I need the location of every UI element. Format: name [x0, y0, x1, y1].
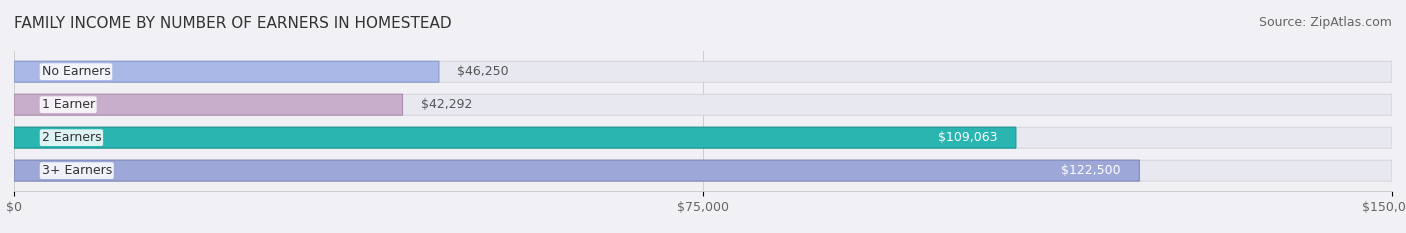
FancyBboxPatch shape: [14, 61, 439, 82]
FancyBboxPatch shape: [14, 127, 1017, 148]
Text: 1 Earner: 1 Earner: [42, 98, 94, 111]
Text: $42,292: $42,292: [420, 98, 472, 111]
Text: FAMILY INCOME BY NUMBER OF EARNERS IN HOMESTEAD: FAMILY INCOME BY NUMBER OF EARNERS IN HO…: [14, 16, 451, 31]
Text: $122,500: $122,500: [1062, 164, 1121, 177]
Text: Source: ZipAtlas.com: Source: ZipAtlas.com: [1258, 16, 1392, 29]
Text: $46,250: $46,250: [457, 65, 509, 78]
FancyBboxPatch shape: [14, 94, 1392, 115]
FancyBboxPatch shape: [14, 94, 402, 115]
FancyBboxPatch shape: [14, 160, 1392, 181]
FancyBboxPatch shape: [14, 127, 1392, 148]
FancyBboxPatch shape: [14, 160, 1139, 181]
Text: No Earners: No Earners: [42, 65, 110, 78]
Text: 2 Earners: 2 Earners: [42, 131, 101, 144]
Text: $109,063: $109,063: [938, 131, 997, 144]
FancyBboxPatch shape: [14, 61, 1392, 82]
Text: 3+ Earners: 3+ Earners: [42, 164, 112, 177]
